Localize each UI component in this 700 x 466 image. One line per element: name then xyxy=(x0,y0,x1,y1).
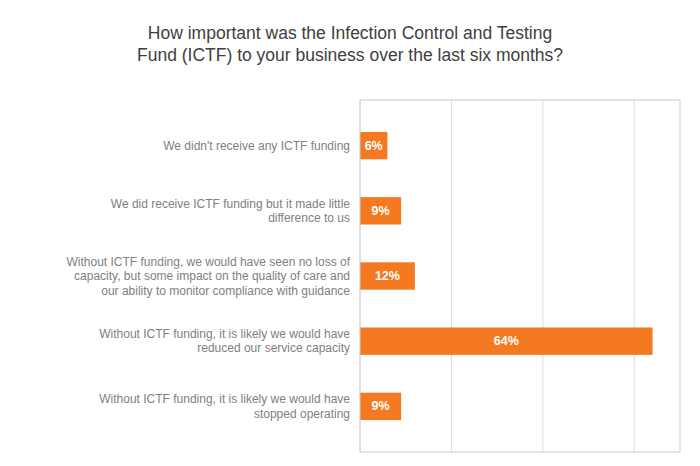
grid-line xyxy=(542,100,543,452)
category-labels: We didn't receive any ICTF funding We did… xyxy=(67,139,351,421)
grid-line xyxy=(451,100,452,452)
bar xyxy=(360,197,401,224)
category-label: Without ICTF funding, it is likely we wo… xyxy=(99,392,350,421)
data-labels: 6% 9% 12% 64% 9% xyxy=(365,139,519,414)
category-label: Without ICTF funding, we would have seen… xyxy=(67,255,351,298)
grid-line xyxy=(634,100,635,452)
bars xyxy=(360,132,653,420)
plot-frame xyxy=(360,100,680,452)
data-label: 6% xyxy=(365,139,383,153)
data-label: 9% xyxy=(372,204,390,218)
chart-title: How important was the Infection Control … xyxy=(137,23,563,65)
bar xyxy=(360,327,653,354)
data-label: 12% xyxy=(375,269,400,283)
bar xyxy=(360,262,415,289)
data-label: 64% xyxy=(494,334,519,348)
category-label: Without ICTF funding, it is likely we wo… xyxy=(99,327,350,356)
chart-container: 6% 9% 12% 64% 9% We didn't receive any ICTF f… xyxy=(0,0,700,466)
bar xyxy=(360,393,401,420)
chart-svg: 6% 9% 12% 64% 9% We didn't receive any ICTF f… xyxy=(0,0,700,466)
category-label: We didn't receive any ICTF funding xyxy=(163,139,350,153)
category-label: We did receive ICTF funding but it made … xyxy=(111,197,351,226)
bar xyxy=(360,132,387,159)
data-label: 9% xyxy=(372,399,390,413)
grid xyxy=(360,100,634,452)
